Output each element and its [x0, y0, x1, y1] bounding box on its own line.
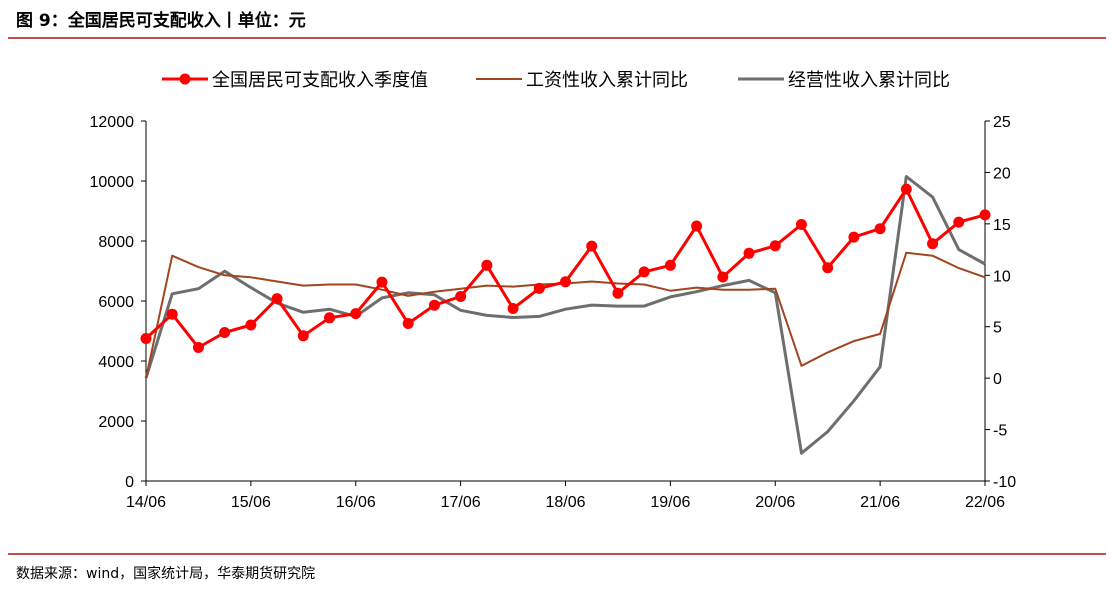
data-point [507, 303, 519, 314]
data-point [428, 299, 440, 311]
data-point [533, 282, 545, 294]
data-point [848, 231, 860, 243]
x-tick-label: 19/06 [650, 494, 690, 511]
data-point [455, 291, 467, 302]
data-point [822, 262, 834, 274]
legend-label: 工资性收入累计同比 [526, 70, 688, 90]
x-tick-label: 21/06 [860, 494, 900, 511]
chart-plot-area [140, 175, 991, 455]
x-tick-label: 16/06 [336, 494, 376, 511]
data-point [192, 342, 204, 353]
left-y-tick-label: 10000 [90, 174, 135, 191]
top-divider [8, 37, 1106, 39]
data-point [664, 259, 676, 271]
right-y-tick-label: 10 [993, 268, 1011, 285]
left-y-tick-label: 6000 [98, 294, 134, 311]
data-point [481, 259, 493, 271]
left-y-tick-label: 4000 [98, 354, 134, 371]
left-y-tick-label: 0 [125, 474, 134, 491]
x-tick-label: 15/06 [231, 494, 271, 511]
right-y-tick-label: -5 [993, 423, 1007, 440]
data-point [560, 276, 571, 288]
data-point [900, 183, 912, 195]
data-point [376, 276, 388, 288]
x-tick-label: 14/06 [126, 494, 166, 511]
right-y-tick-label: 20 [993, 165, 1011, 182]
right-y-tick-label: 5 [993, 320, 1002, 337]
left-y-tick-label: 12000 [90, 114, 135, 131]
legend-item-2: 经营性收入累计同比 [738, 70, 950, 90]
data-point [271, 293, 283, 305]
data-point [874, 223, 886, 235]
x-tick-label: 22/06 [965, 494, 1005, 511]
left-y-tick-label: 8000 [98, 234, 134, 251]
data-point [297, 330, 309, 342]
chart-legend: 全国居民可支配收入季度值 工资性收入累计同比 经营性收入累计同比 [162, 70, 950, 90]
legend-item-1: 工资性收入累计同比 [476, 70, 688, 90]
data-point [219, 327, 231, 338]
bottom-divider [8, 553, 1106, 555]
data-point [953, 216, 965, 228]
data-point [979, 209, 991, 221]
data-point [769, 240, 781, 252]
x-tick-label: 18/06 [545, 494, 585, 511]
x-tick-label: 17/06 [441, 494, 481, 511]
right-y-tick-label: 25 [993, 114, 1011, 131]
legend-label: 经营性收入累计同比 [788, 70, 950, 90]
data-point [586, 240, 598, 252]
line-chart: 全国居民可支配收入季度值 工资性收入累计同比 经营性收入累计同比 0 2000 4000… [90, 70, 1017, 511]
legend-label: 全国居民可支配收入季度值 [212, 70, 428, 90]
legend-item-0: 全国居民可支配收入季度值 [162, 70, 428, 90]
data-point [717, 271, 729, 283]
legend-marker [179, 73, 191, 85]
data-point [245, 319, 257, 331]
x-tick-label: 20/06 [755, 494, 795, 511]
data-point [638, 266, 650, 278]
data-point [743, 247, 755, 259]
data-point [350, 308, 362, 320]
right-y-tick-label: 0 [993, 371, 1002, 388]
right-y-tick-label: 15 [993, 217, 1011, 234]
figure-title: 图 9：全国居民可支配收入丨单位：元 [16, 11, 306, 31]
data-point [402, 318, 414, 329]
left-y-tick-label: 2000 [98, 414, 134, 431]
data-point [612, 287, 624, 299]
series-line-1 [145, 251, 986, 379]
series-line-2 [144, 175, 986, 455]
data-point [691, 220, 703, 232]
series-line-0 [144, 187, 986, 349]
data-point [166, 308, 178, 320]
right-y-tick-label: -10 [993, 474, 1016, 491]
data-point [324, 312, 336, 324]
chart-axes: 0 2000 4000 6000 8000 10000 12000 -10 -5 0 5 10 15 20… [90, 114, 1017, 511]
data-point [927, 238, 939, 250]
data-point [795, 219, 807, 230]
data-point [140, 333, 152, 344]
source-note: 数据来源：wind，国家统计局，华泰期货研究院 [16, 566, 316, 582]
